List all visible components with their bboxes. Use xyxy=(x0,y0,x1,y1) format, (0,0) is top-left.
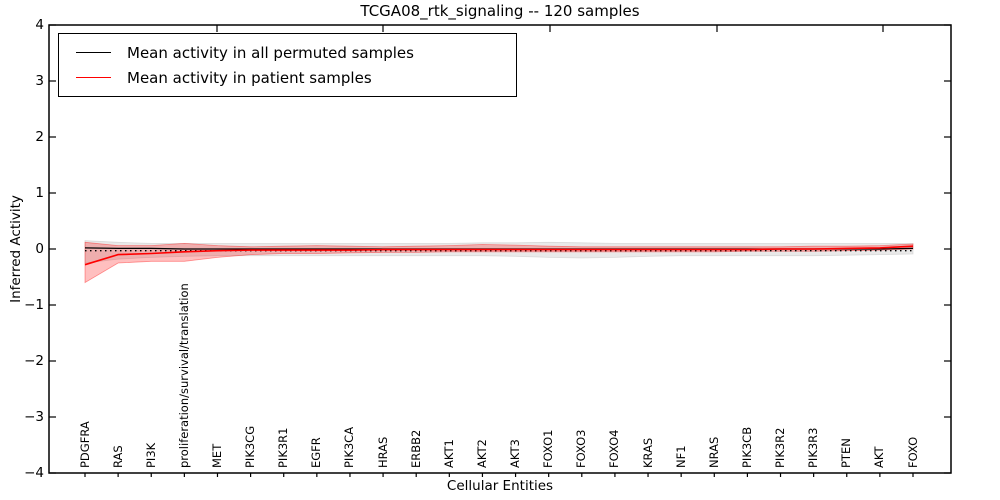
x-tick-label: PIK3R2 xyxy=(773,427,788,469)
x-tick-label: proliferation/survival/translation xyxy=(176,283,191,468)
y-tick-label: −4 xyxy=(24,465,44,481)
x-tick-label: PIK3CB xyxy=(739,426,754,468)
x-tick-label: NRAS xyxy=(706,436,721,468)
x-tick-label: PIK3CA xyxy=(342,426,357,468)
x-tick-label: KRAS xyxy=(640,437,655,468)
x-tick-label: PIK3R1 xyxy=(276,427,291,469)
x-tick-label: AKT1 xyxy=(441,439,456,468)
x-tick-label: PI3K xyxy=(143,442,158,468)
y-tick-label: −3 xyxy=(24,409,44,425)
x-axis-label: Cellular Entities xyxy=(446,478,554,494)
x-tick-label: AKT3 xyxy=(508,439,523,468)
legend-item-patient: Mean activity in patient samples xyxy=(76,69,516,87)
series-patient-mean-line xyxy=(84,245,914,266)
y-tick-label: 0 xyxy=(35,241,44,257)
y-tick-label: −1 xyxy=(24,297,44,313)
x-tick-label: PIK3CG xyxy=(243,425,258,468)
x-tick-label: FOXO1 xyxy=(541,429,556,468)
x-tick-label: PDGFRA xyxy=(77,421,92,468)
x-tick-label: PIK3R3 xyxy=(806,427,821,469)
x-tick-label: ERBB2 xyxy=(408,429,423,468)
x-tick-label: AKT xyxy=(872,446,887,468)
y-tick-label: 2 xyxy=(35,129,44,145)
y-tick-label: −2 xyxy=(24,353,44,369)
chart-title: TCGA08_rtk_signaling -- 120 samples xyxy=(360,2,640,20)
y-tick-label: 4 xyxy=(35,17,44,33)
y-tick-label: 3 xyxy=(35,73,44,89)
legend-label: Mean activity in patient samples xyxy=(127,68,372,87)
x-tick-label: RAS xyxy=(110,445,125,468)
x-tick-label: FOXO4 xyxy=(607,429,622,468)
band-permuted xyxy=(84,240,914,264)
legend-box: Mean activity in all permuted samples Me… xyxy=(58,33,517,97)
x-tick-label: PTEN xyxy=(839,438,854,468)
x-tick-label: EGFR xyxy=(309,437,324,468)
x-tick-label: AKT2 xyxy=(474,439,489,468)
x-tick-label: NF1 xyxy=(673,445,688,468)
legend-line-sample-black xyxy=(76,52,111,53)
legend-item-permuted: Mean activity in all permuted samples xyxy=(76,44,516,62)
y-tick-label: 1 xyxy=(35,185,44,201)
legend-line-sample-red xyxy=(76,77,111,78)
legend-label: Mean activity in all permuted samples xyxy=(127,43,414,62)
x-tick-label: FOXO xyxy=(905,436,920,468)
x-tick-label: HRAS xyxy=(375,436,390,468)
x-tick-label: MET xyxy=(209,443,224,468)
x-tick-label: FOXO3 xyxy=(574,429,589,468)
